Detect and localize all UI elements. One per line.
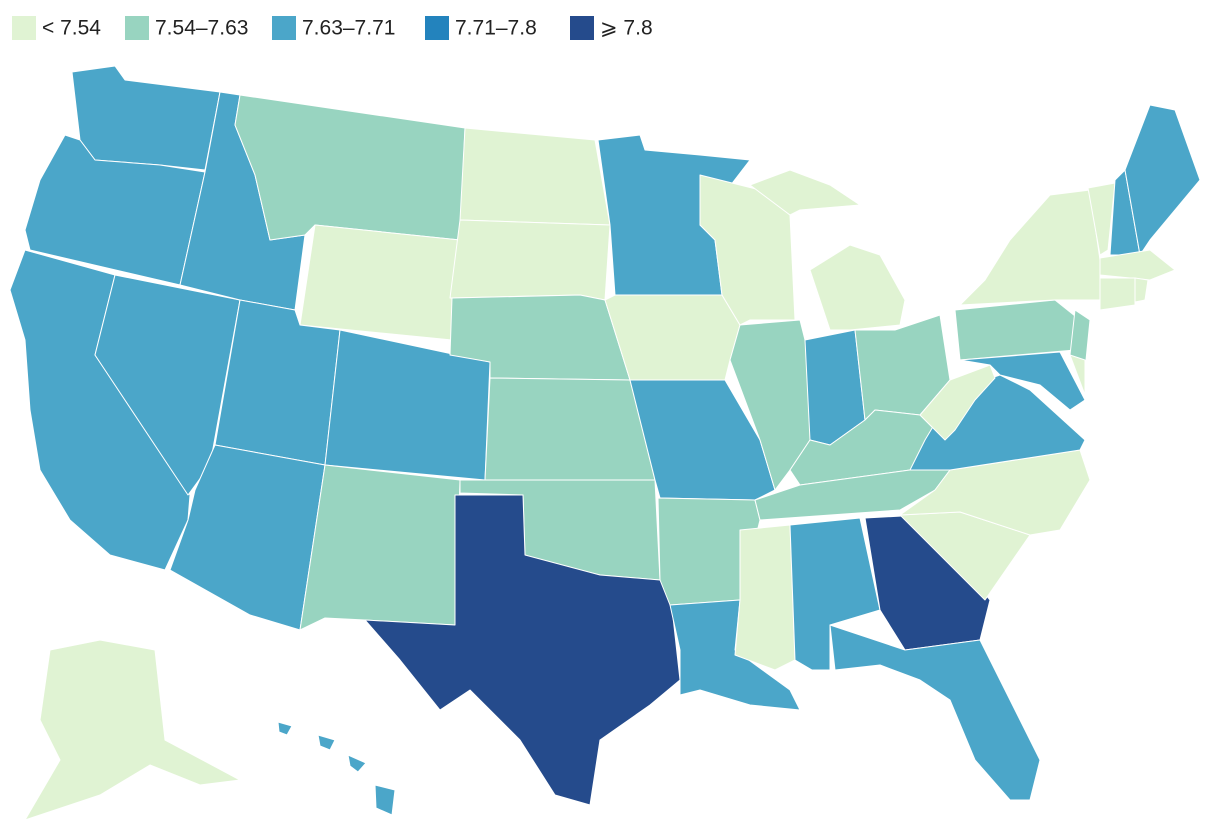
- legend-swatch: [570, 16, 594, 40]
- legend-label: ⩾ 7.8: [600, 17, 653, 40]
- region: [277, 721, 293, 736]
- region: [1069, 354, 1086, 396]
- region: [749, 169, 861, 216]
- region: [1099, 249, 1176, 281]
- region: [1087, 182, 1116, 256]
- region: [24, 639, 241, 821]
- region: [734, 524, 796, 671]
- region: [1099, 277, 1136, 311]
- legend-label: 7.54–7.63: [155, 17, 248, 40]
- region: [234, 94, 466, 241]
- region: [299, 224, 461, 341]
- region: [954, 299, 1081, 361]
- region: [629, 379, 776, 501]
- region: [317, 734, 336, 751]
- legend-swatch: [125, 16, 149, 40]
- region: [484, 377, 656, 481]
- region: [899, 449, 1091, 536]
- region: [347, 754, 367, 773]
- region: [789, 517, 881, 671]
- region: [459, 127, 611, 226]
- legend-swatch: [272, 16, 296, 40]
- region: [809, 244, 906, 331]
- region: [374, 784, 396, 816]
- region: [1134, 277, 1149, 303]
- region: [959, 351, 1086, 411]
- region: [71, 65, 221, 171]
- legend-swatch: [12, 16, 36, 40]
- region: [364, 494, 681, 806]
- region: [299, 464, 461, 631]
- legend-swatch: [425, 16, 449, 40]
- region: [959, 189, 1101, 306]
- legend-label: 7.71–7.8: [455, 17, 537, 40]
- legend-label: 7.63–7.71: [302, 17, 395, 40]
- region: [24, 134, 206, 286]
- region: [1124, 104, 1201, 256]
- region: [919, 364, 996, 441]
- legend-label: < 7.54: [42, 17, 101, 40]
- region: [449, 219, 611, 301]
- regions: [9, 65, 1201, 821]
- legend: < 7.54 7.54–7.63 7.63–7.71 7.71–7.8 ⩾ 7.8: [12, 16, 653, 40]
- region: [829, 624, 1041, 801]
